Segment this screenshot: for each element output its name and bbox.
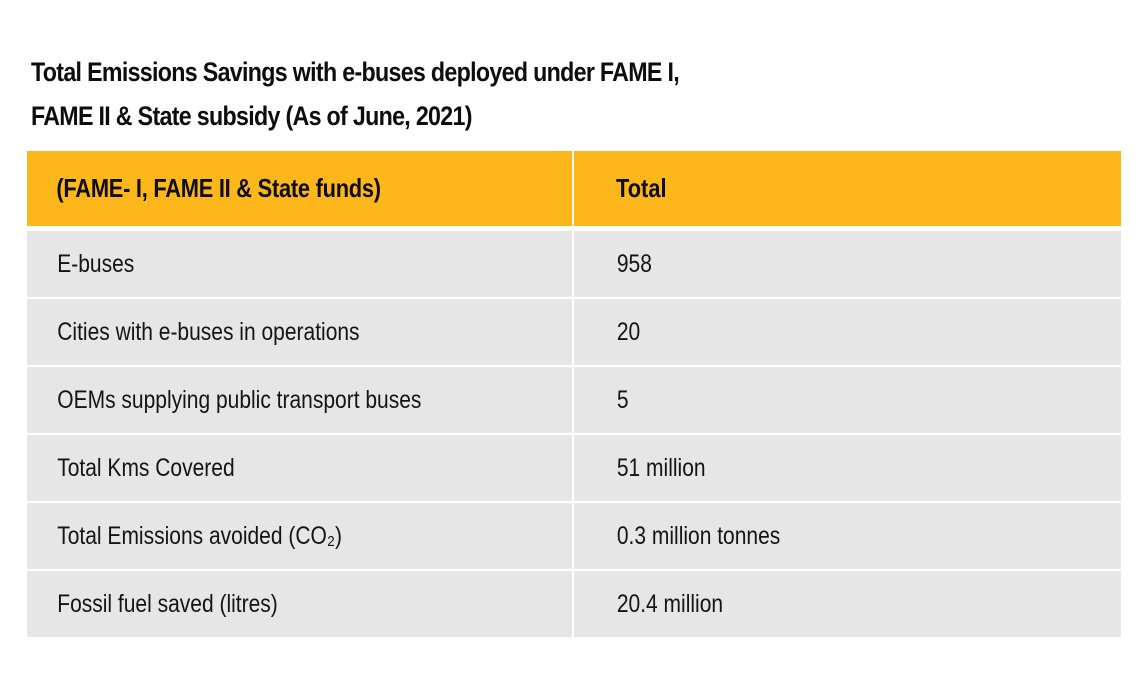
table-row: Total Kms Covered 51 million xyxy=(27,435,1121,503)
row-value: 20.4 million xyxy=(574,571,1121,637)
row-value: 958 xyxy=(574,231,1121,299)
row-label: Total Kms Covered xyxy=(27,435,574,503)
table-row: Cities with e-buses in operations 20 xyxy=(27,299,1121,367)
column-header-total: Total xyxy=(574,151,1121,231)
emissions-savings-table: (FAME- I, FAME II & State funds) Total E… xyxy=(27,151,1121,637)
title-line-2: FAME II & State subsidy (As of June, 202… xyxy=(31,101,472,131)
table-row: OEMs supplying public transport buses 5 xyxy=(27,367,1121,435)
row-label: OEMs supplying public transport buses xyxy=(27,367,574,435)
row-value: 51 million xyxy=(574,435,1121,503)
page-title: Total Emissions Savings with e-buses dep… xyxy=(31,50,891,138)
row-value: 0.3 million tonnes xyxy=(574,503,1121,571)
column-header-funds: (FAME- I, FAME II & State funds) xyxy=(27,151,574,231)
table-header-row: (FAME- I, FAME II & State funds) Total xyxy=(27,151,1121,231)
title-line-1: Total Emissions Savings with e-buses dep… xyxy=(31,57,680,87)
row-label: E-buses xyxy=(27,231,574,299)
row-label: Cities with e-buses in operations xyxy=(27,299,574,367)
row-value: 5 xyxy=(574,367,1121,435)
table-row: E-buses 958 xyxy=(27,231,1121,299)
row-value: 20 xyxy=(574,299,1121,367)
row-label: Total Emissions avoided (CO₂) xyxy=(27,503,574,571)
table-row: Fossil fuel saved (litres) 20.4 million xyxy=(27,571,1121,637)
table-row: Total Emissions avoided (CO₂) 0.3 millio… xyxy=(27,503,1121,571)
row-label: Fossil fuel saved (litres) xyxy=(27,571,574,637)
